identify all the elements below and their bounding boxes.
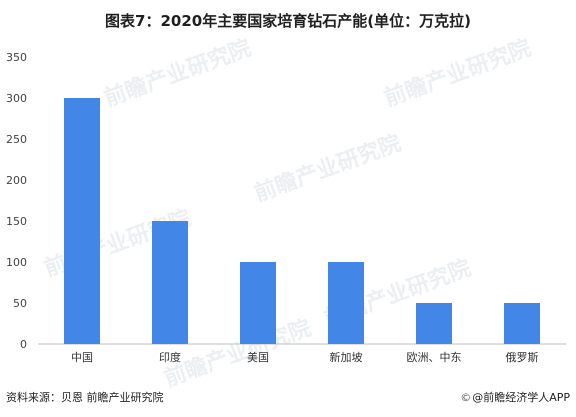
y-tick-label: 250 [6,133,27,146]
y-tick-label: 50 [13,297,27,310]
x-tick-label: 印度 [159,350,181,364]
watermark-text: 前瞻产业研究院 [101,35,255,112]
x-tick-label: 欧洲、中东 [407,351,462,364]
copyright-icon: © [460,391,472,404]
brand-credit: ©@前瞻经济学人APP [460,389,570,405]
x-tick-label: 中国 [71,351,93,364]
x-tick-label: 俄罗斯 [506,351,539,364]
y-tick-label: 200 [6,174,27,187]
source-note: 资料来源：贝恩 前瞻产业研究院 [6,391,164,404]
bars-group [64,98,540,344]
bar [240,262,276,344]
bar [152,221,188,344]
bar [504,303,540,344]
x-tick-label: 新加坡 [330,350,363,364]
watermark-text: 前瞻产业研究院 [251,130,405,207]
y-axis: 0 50 100 150 200 250 300 350 [6,51,27,351]
y-tick-label: 350 [6,51,27,64]
y-tick-label: 0 [20,338,27,351]
watermark-text: 前瞻产业研究院 [381,35,535,112]
y-tick-label: 300 [6,92,27,105]
bar [416,303,452,344]
y-tick-label: 150 [6,215,27,228]
watermark-layer: 前瞻产业研究院 前瞻产业研究院前瞻产业研究院前瞻产业研究院前瞻产业研究院前瞻产业研… [41,35,535,392]
x-axis: 中国 印度 美国 新加坡 欧洲、中东 俄罗斯 [71,350,539,364]
chart-title: 图表7：2020年主要国家培育钻石产能(单位：万克拉) [105,12,471,30]
x-tick-label: 美国 [247,351,269,364]
bar [64,98,100,344]
brand-label: @前瞻经济学人APP [472,391,570,404]
bar [328,262,364,344]
y-tick-label: 100 [6,256,27,269]
